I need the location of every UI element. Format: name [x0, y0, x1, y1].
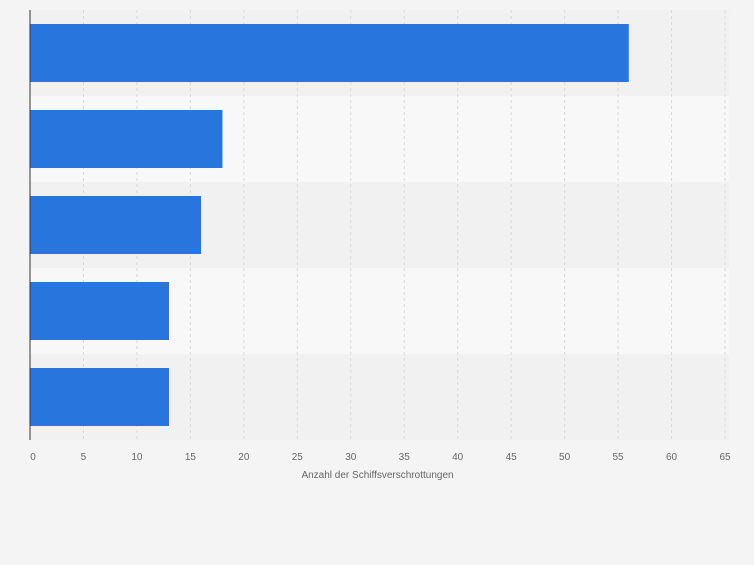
x-tick-label: 30	[345, 452, 357, 463]
bar	[30, 368, 169, 426]
x-tick-label: 20	[238, 452, 250, 463]
x-tick-label: 5	[81, 452, 87, 463]
bar	[30, 24, 629, 82]
bar	[30, 282, 169, 340]
x-tick-label: 60	[666, 452, 678, 463]
bar	[30, 110, 223, 168]
x-tick-label: 15	[185, 452, 197, 463]
x-tick-label: 25	[292, 452, 304, 463]
x-axis-label: Anzahl der Schiffsverschrottungen	[301, 470, 453, 481]
x-tick-labels: 0 5 10 15 20 25 30 35 40 45 50 55 60 65	[30, 452, 731, 463]
x-tick-label: 35	[399, 452, 411, 463]
bar	[30, 196, 202, 254]
bars	[30, 24, 629, 426]
x-tick-label: 45	[506, 452, 518, 463]
x-tick-label: 65	[719, 452, 731, 463]
x-tick-label: 40	[452, 452, 464, 463]
x-tick-label: 10	[131, 452, 143, 463]
x-tick-label: 0	[30, 452, 36, 463]
x-tick-label: 55	[613, 452, 625, 463]
x-tick-label: 50	[559, 452, 571, 463]
